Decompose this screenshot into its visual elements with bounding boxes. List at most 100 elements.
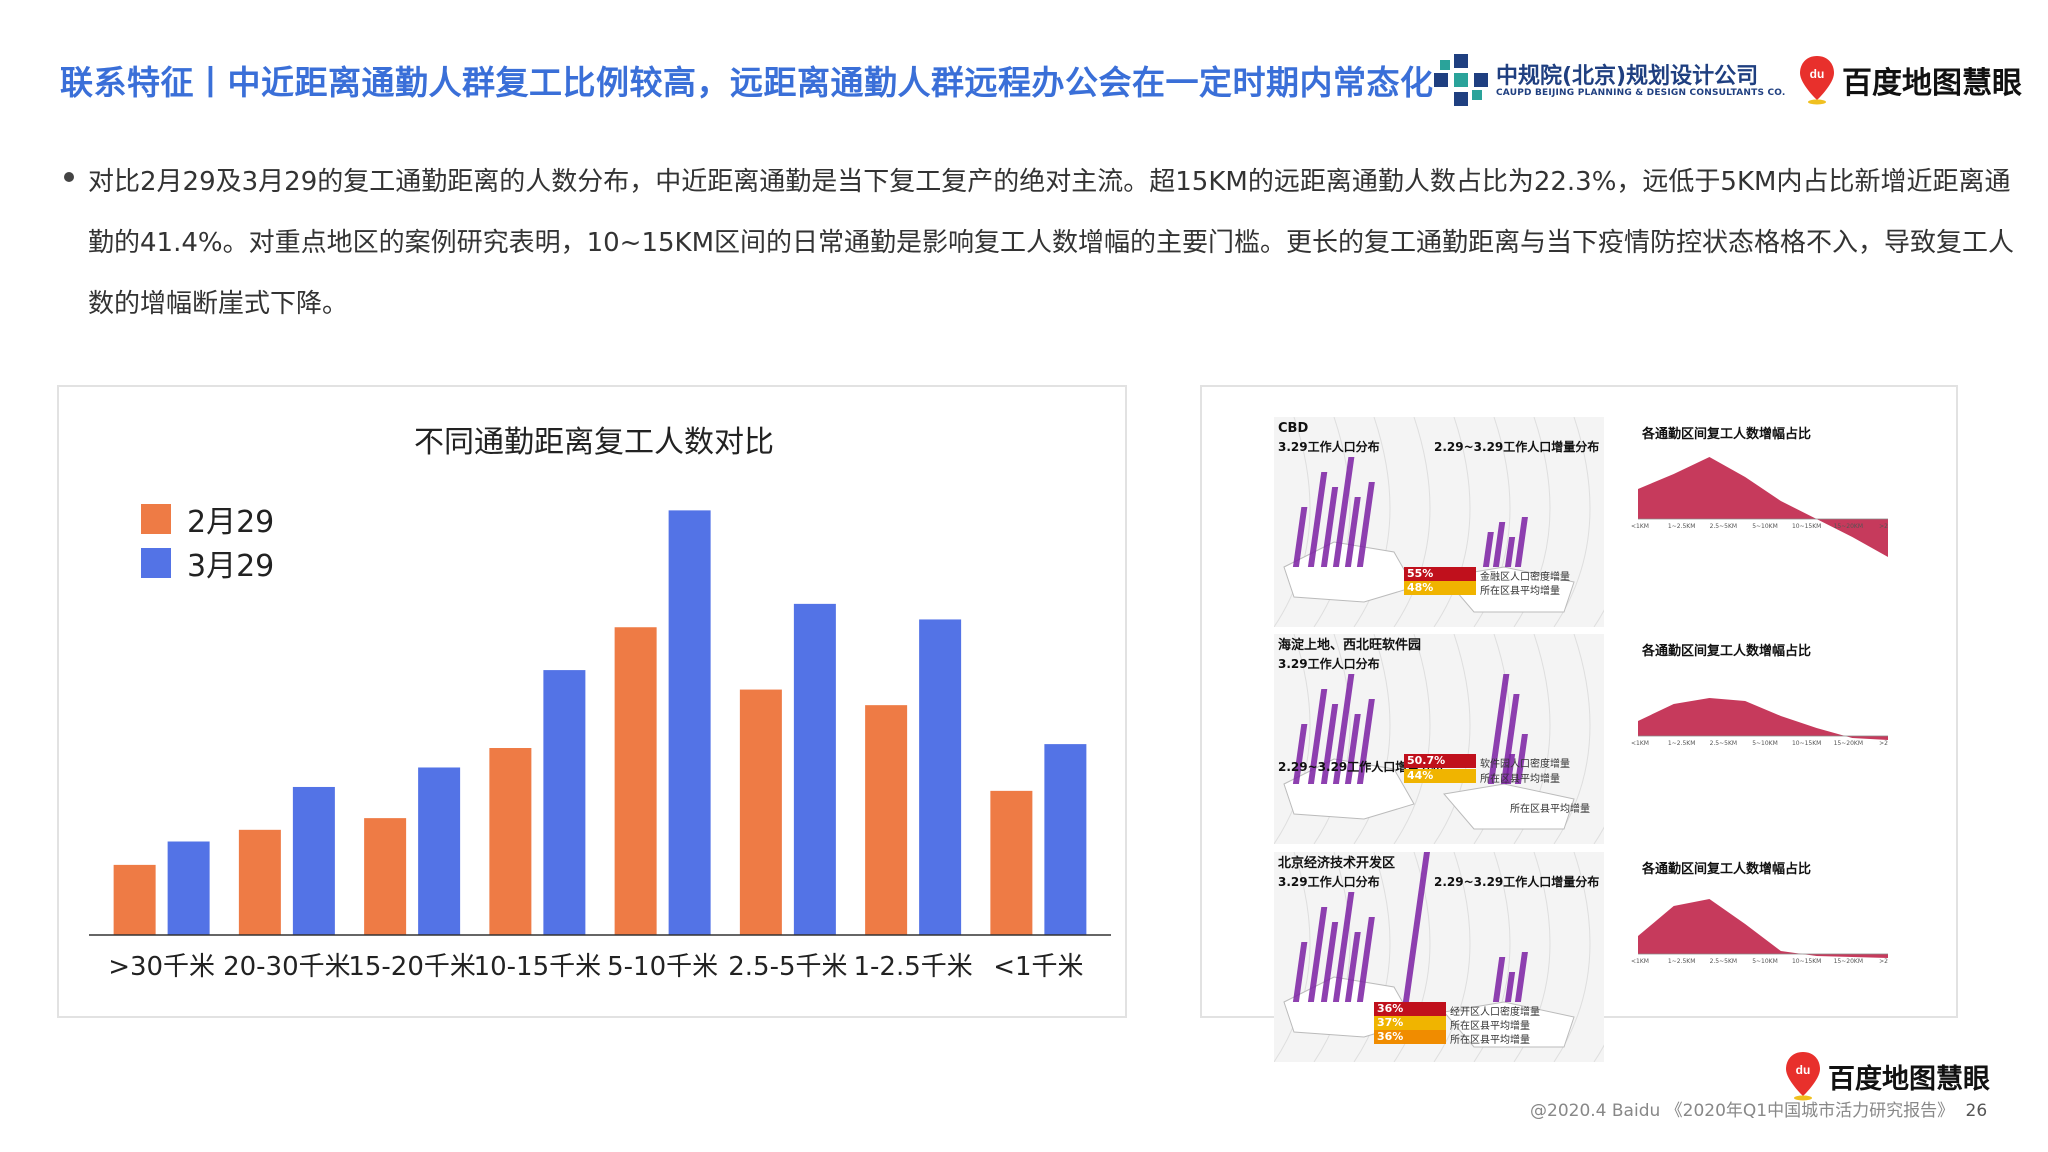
x-tick-label: 1-2.5千米: [853, 952, 972, 982]
bullet-text: 对比2月29及3月29的复工通勤距离的人数分布，中近距离通勤是当下复工复产的绝对…: [88, 167, 2015, 319]
case-map-3: 北京经济技术开发区 3.29工作人口分布 2.29~3.29工作人口增量分布 36% 经…: [1274, 852, 1604, 1062]
map-road-line: [1313, 634, 1351, 844]
map-density-bar: [1307, 907, 1328, 1002]
area-axis-label: <1KM: [1631, 523, 1649, 530]
x-tick-label: 10-15千米: [474, 952, 602, 982]
case-pct-tag: 36%: [1374, 1002, 1446, 1016]
map-density-bar: [1482, 532, 1494, 567]
map-density-bar: [1344, 497, 1361, 567]
area-chart-title: 各通勤区间复工人数增幅占比: [1642, 862, 1812, 877]
legend-item-series-1: 2月29: [141, 497, 274, 541]
bar-2-1: [292, 786, 335, 935]
area-axis-label: 10~15KM: [1792, 958, 1821, 965]
case-pct-tag: 36%: [1374, 1030, 1446, 1044]
bar-1-2: [364, 818, 407, 935]
map-density-bar: [1504, 754, 1516, 784]
area-axis-label: 15~20KM: [1834, 523, 1863, 530]
x-tick-label: 5-10千米: [607, 952, 718, 982]
case-pct-text: 金融区人口密度增量: [1480, 572, 1570, 583]
map-road-line: [1553, 852, 1591, 1062]
case-pct-tag: 37%: [1374, 1016, 1446, 1030]
area-axis-label: 1~2.5KM: [1668, 958, 1696, 965]
baidu-pin-icon: du: [1786, 1052, 1820, 1101]
map-road-line: [1433, 852, 1471, 1062]
baidu-pin-text: du: [1810, 67, 1825, 81]
area-chart-title: 各通勤区间复工人数增幅占比: [1642, 644, 1812, 659]
x-tick-label: 2.5-5千米: [728, 952, 847, 982]
case-label-increment: 2.29~3.29工作人口增量分布: [1434, 875, 1600, 889]
baidu-pin-icon: du: [1800, 56, 1834, 105]
area-axis-label: 15~20KM: [1834, 958, 1863, 965]
x-tick-label: 20-30千米: [223, 952, 351, 982]
x-tick-label: 15-20千米: [348, 952, 476, 982]
bullet-dot: [64, 172, 74, 182]
map-density-bar: [1332, 674, 1355, 784]
area-axis-label: <1KM: [1631, 740, 1649, 747]
map-density-bar: [1292, 724, 1308, 784]
area-axis-label: 5~10KM: [1752, 958, 1778, 965]
map-density-bar: [1487, 674, 1510, 784]
map-road-line: [1433, 634, 1471, 844]
map-road-line: [1433, 417, 1471, 627]
case-map-graphic: [1274, 852, 1604, 1062]
bar-1-3: [489, 748, 532, 935]
bar-2-6: [919, 619, 962, 935]
map-road-line: [1393, 417, 1431, 627]
area-axis-label: 2.5~5KM: [1710, 740, 1738, 747]
case-map-2: 海淀上地、西北旺软件园 3.29工作人口分布 2.29~3.29工作人口增量分布 50…: [1274, 634, 1604, 844]
case-label-increment: 2.29~3.29工作人口增量分布: [1434, 440, 1600, 454]
case-map-graphic: [1274, 634, 1604, 844]
case-pct-text: 所在区县平均增量: [1450, 1021, 1530, 1032]
baidu-wordmark: 百度地图慧眼: [1828, 1063, 1990, 1095]
map-density-bar: [1307, 472, 1328, 567]
x-tick-label: <1千米: [993, 952, 1083, 982]
page-number: 26: [1965, 1101, 1988, 1121]
map-density-bar: [1504, 972, 1516, 1002]
map-density-bar: [1344, 714, 1361, 784]
area-axis-label: >20KM: [1879, 523, 1888, 530]
case-pct-tag: 50.7%: [1404, 754, 1476, 768]
bar-1-7: [990, 790, 1033, 935]
map-road-line: [1313, 852, 1351, 1062]
map-road-line: [1313, 417, 1351, 627]
map-density-bar: [1292, 942, 1308, 1002]
map-density-bar: [1514, 517, 1528, 567]
case-map-graphic: [1274, 417, 1604, 627]
map-district-outline: [1443, 1001, 1575, 1048]
case-map-1: CBD 3.29工作人口分布 2.29~3.29工作人口增量分布 55% 金融区人口密度…: [1274, 417, 1604, 627]
area-series: [1638, 698, 1888, 740]
map-density-bar: [1320, 704, 1339, 784]
map-road-line: [1353, 634, 1391, 844]
bar-1-6: [865, 705, 908, 935]
map-road-line: [1274, 417, 1311, 627]
area-series: [1638, 457, 1888, 557]
case-label-increment: 2.29~3.29工作人口增量分布: [1278, 760, 1444, 774]
legend-swatch-series-2: [141, 548, 171, 578]
map-road-line: [1274, 634, 1311, 844]
area-axis-label: 10~15KM: [1792, 523, 1821, 530]
bar-1-0: [113, 864, 156, 935]
map-density-bar: [1500, 694, 1520, 784]
bar-1-5: [739, 689, 782, 935]
case-pct-tag: 48%: [1404, 581, 1476, 595]
area-chart-3: <1KM 1~2.5KM 2.5~5KM 5~10KM 10~15KM 15~20KM >2…: [1631, 899, 1888, 965]
legend-label-series-1: 2月29: [187, 505, 275, 540]
map-density-bar: [1356, 699, 1375, 784]
map-density-bar: [1307, 689, 1328, 784]
map-density-bar: [1320, 487, 1339, 567]
case-pct-text: 所在区县平均增量: [1480, 774, 1560, 785]
case-label-distribution: 3.29工作人口分布: [1278, 657, 1380, 671]
area-axis-label: 2.5~5KM: [1710, 958, 1738, 965]
map-density-bar: [1356, 917, 1375, 1002]
case-title: CBD: [1278, 421, 1309, 436]
area-axis-label: 1~2.5KM: [1668, 740, 1696, 747]
bar-2-3: [543, 670, 586, 935]
x-tick-label: >30千米: [108, 952, 215, 982]
map-density-bar: [1514, 952, 1528, 1002]
area-axis-label: 10~15KM: [1792, 740, 1821, 747]
case-label-distribution: 3.29工作人口分布: [1278, 875, 1380, 889]
area-axis-label: 5~10KM: [1752, 740, 1778, 747]
case-label-distribution: 3.29工作人口分布: [1278, 440, 1380, 454]
bar-2-4: [668, 510, 711, 935]
footer-text: @2020.4 Baidu 《2020年Q1中国城市活力研究报告》: [1530, 1101, 1955, 1121]
